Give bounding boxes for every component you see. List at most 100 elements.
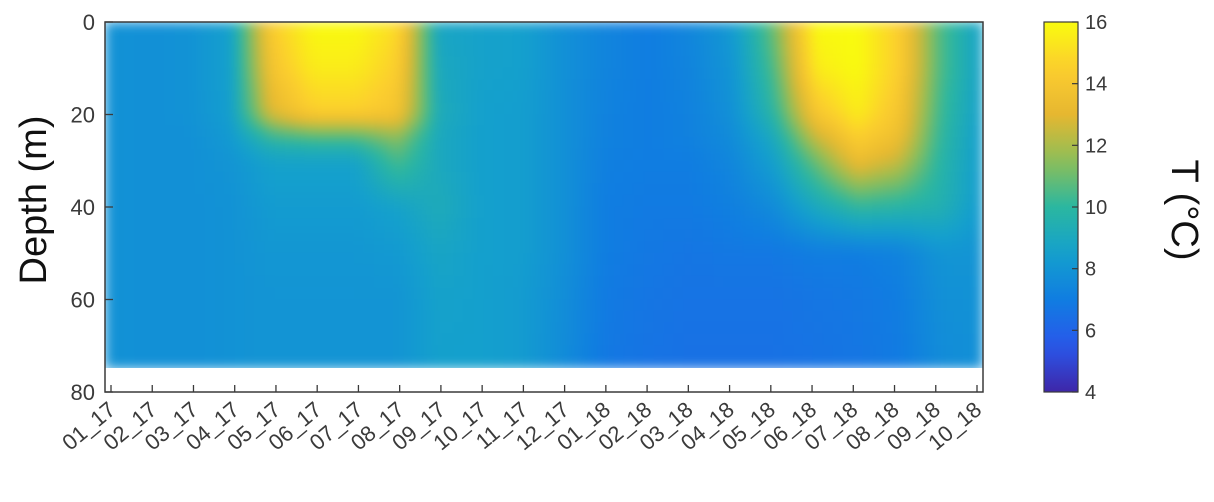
- heatmap-cell: [822, 79, 834, 92]
- heatmap-cell: [184, 322, 196, 335]
- heatmap-cell: [463, 229, 475, 243]
- heatmap-cell: [333, 194, 345, 208]
- heatmap-cell: [413, 299, 425, 312]
- heatmap-cell: [224, 287, 236, 300]
- heatmap-cell: [832, 33, 844, 46]
- heatmap-cell: [743, 102, 755, 115]
- heatmap-cell: [294, 241, 306, 254]
- heatmap-cell: [483, 114, 495, 127]
- heatmap-cell: [782, 44, 794, 58]
- heatmap-cell: [453, 206, 465, 220]
- heatmap-cell: [483, 322, 495, 335]
- heatmap-cell: [234, 333, 246, 347]
- heatmap-cell: [653, 264, 665, 277]
- heatmap-cell: [433, 114, 445, 127]
- heatmap-cell: [912, 229, 924, 243]
- heatmap-cell: [284, 171, 296, 185]
- heatmap-cell: [703, 137, 715, 150]
- heatmap-cell: [105, 183, 116, 196]
- heatmap-cell: [922, 206, 934, 220]
- heatmap-cell: [204, 160, 216, 173]
- heatmap-cell: [204, 114, 216, 127]
- heatmap-cell: [453, 345, 465, 358]
- heatmap-cell: [972, 33, 983, 46]
- heatmap-cell: [553, 67, 565, 81]
- heatmap-cell: [264, 102, 276, 115]
- heatmap-cell: [473, 356, 485, 368]
- heatmap-cell: [952, 79, 964, 92]
- heatmap-cell: [703, 229, 715, 243]
- heatmap-cell: [503, 137, 515, 150]
- heatmap-cell: [174, 102, 186, 115]
- heatmap-cell: [333, 241, 345, 254]
- heatmap-cell: [483, 22, 495, 35]
- heatmap-cell: [763, 299, 774, 312]
- heatmap-cell: [443, 114, 455, 127]
- heatmap-cell: [493, 356, 505, 368]
- heatmap-cell: [413, 160, 425, 173]
- heatmap-cell: [373, 33, 385, 46]
- heatmap-cell: [962, 79, 974, 92]
- heatmap-cell: [743, 33, 755, 46]
- heatmap-cell: [433, 322, 445, 335]
- heatmap-cell: [842, 310, 854, 324]
- heatmap-cell: [962, 310, 974, 324]
- heatmap-cell: [423, 171, 435, 185]
- heatmap-cell: [872, 356, 884, 368]
- heatmap-cell: [164, 79, 176, 92]
- heatmap-cell: [663, 275, 675, 289]
- heatmap-cell: [852, 229, 864, 243]
- heatmap-cell: [782, 345, 794, 358]
- heatmap-cell: [134, 287, 146, 300]
- heatmap-cell: [862, 310, 874, 324]
- heatmap-cell: [473, 310, 485, 324]
- heatmap-cell: [274, 299, 286, 312]
- heatmap-cell: [902, 287, 914, 300]
- heatmap-cell: [284, 137, 296, 150]
- heatmap-cell: [902, 56, 914, 69]
- heatmap-cell: [633, 44, 645, 58]
- heatmap-cell: [782, 218, 794, 231]
- heatmap-cell: [772, 183, 784, 196]
- heatmap-cell: [194, 345, 206, 358]
- heatmap-cell: [543, 114, 555, 127]
- heatmap-cell: [403, 137, 415, 150]
- heatmap-cell: [902, 275, 914, 289]
- heatmap-cell: [134, 56, 146, 69]
- heatmap-cell: [832, 333, 844, 347]
- heatmap-cell: [583, 56, 595, 69]
- heatmap-cell: [633, 322, 645, 335]
- heatmap-cell: [772, 160, 784, 173]
- heatmap-cell: [333, 79, 345, 92]
- heatmap-cell: [463, 90, 475, 104]
- heatmap-cell: [124, 67, 136, 81]
- heatmap-cell: [842, 356, 854, 368]
- heatmap-cell: [314, 241, 325, 254]
- heatmap-cell: [613, 148, 625, 162]
- heatmap-cell: [942, 299, 954, 312]
- heatmap-cell: [543, 356, 555, 368]
- heatmap-cell: [852, 183, 864, 196]
- heatmap-cell: [114, 102, 126, 115]
- heatmap-cell: [105, 345, 116, 358]
- heatmap-cell: [144, 44, 156, 58]
- heatmap-cell: [513, 137, 525, 150]
- heatmap-cell: [473, 333, 485, 347]
- heatmap-cell: [723, 44, 735, 58]
- heatmap-cell: [882, 287, 894, 300]
- heatmap-cell: [912, 102, 924, 115]
- heatmap-cell: [393, 252, 405, 266]
- heatmap-cell: [922, 310, 934, 324]
- heatmap-cell: [423, 125, 435, 139]
- heatmap-cell: [573, 310, 585, 324]
- heatmap-cell: [493, 252, 505, 266]
- heatmap-cell: [703, 206, 715, 220]
- heatmap-cell: [413, 114, 425, 127]
- heatmap-cell: [403, 148, 415, 162]
- heatmap-cell: [114, 171, 126, 185]
- heatmap-cell: [134, 241, 146, 254]
- heatmap-cell: [862, 183, 874, 196]
- heatmap-cell: [832, 322, 844, 335]
- heatmap-cell: [224, 206, 236, 220]
- heatmap-cell: [493, 125, 505, 139]
